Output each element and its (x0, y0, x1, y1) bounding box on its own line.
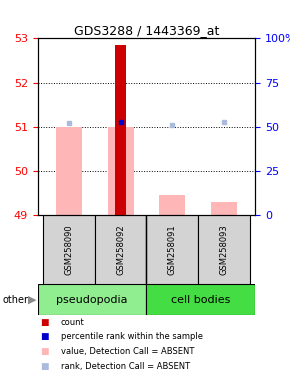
Bar (211, 202, 237, 215)
Bar (146, 215, 198, 284)
Text: value, Detection Call = ABSENT: value, Detection Call = ABSENT (61, 347, 194, 356)
Bar (146, 284, 255, 315)
Bar (115, 45, 126, 215)
Text: GSM258092: GSM258092 (116, 224, 125, 275)
Text: count: count (61, 318, 85, 327)
Text: GSM258091: GSM258091 (168, 224, 177, 275)
Bar (160, 195, 185, 215)
Text: other: other (3, 295, 29, 305)
Text: cell bodies: cell bodies (171, 295, 231, 305)
Title: GDS3288 / 1443369_at: GDS3288 / 1443369_at (74, 24, 219, 37)
Text: ■: ■ (41, 347, 49, 356)
Bar (95, 215, 146, 284)
Text: ■: ■ (41, 318, 49, 327)
Text: pseudopodia: pseudopodia (56, 295, 128, 305)
Bar (198, 215, 250, 284)
Bar (108, 127, 133, 215)
Text: GSM258093: GSM258093 (220, 224, 229, 275)
Text: ■: ■ (41, 361, 49, 371)
Bar (56, 127, 82, 215)
Text: GSM258090: GSM258090 (64, 224, 73, 275)
Text: ■: ■ (41, 332, 49, 341)
Text: percentile rank within the sample: percentile rank within the sample (61, 332, 203, 341)
Bar (43, 215, 95, 284)
Text: rank, Detection Call = ABSENT: rank, Detection Call = ABSENT (61, 361, 190, 371)
Bar (38, 284, 146, 315)
Text: ▶: ▶ (28, 295, 36, 305)
